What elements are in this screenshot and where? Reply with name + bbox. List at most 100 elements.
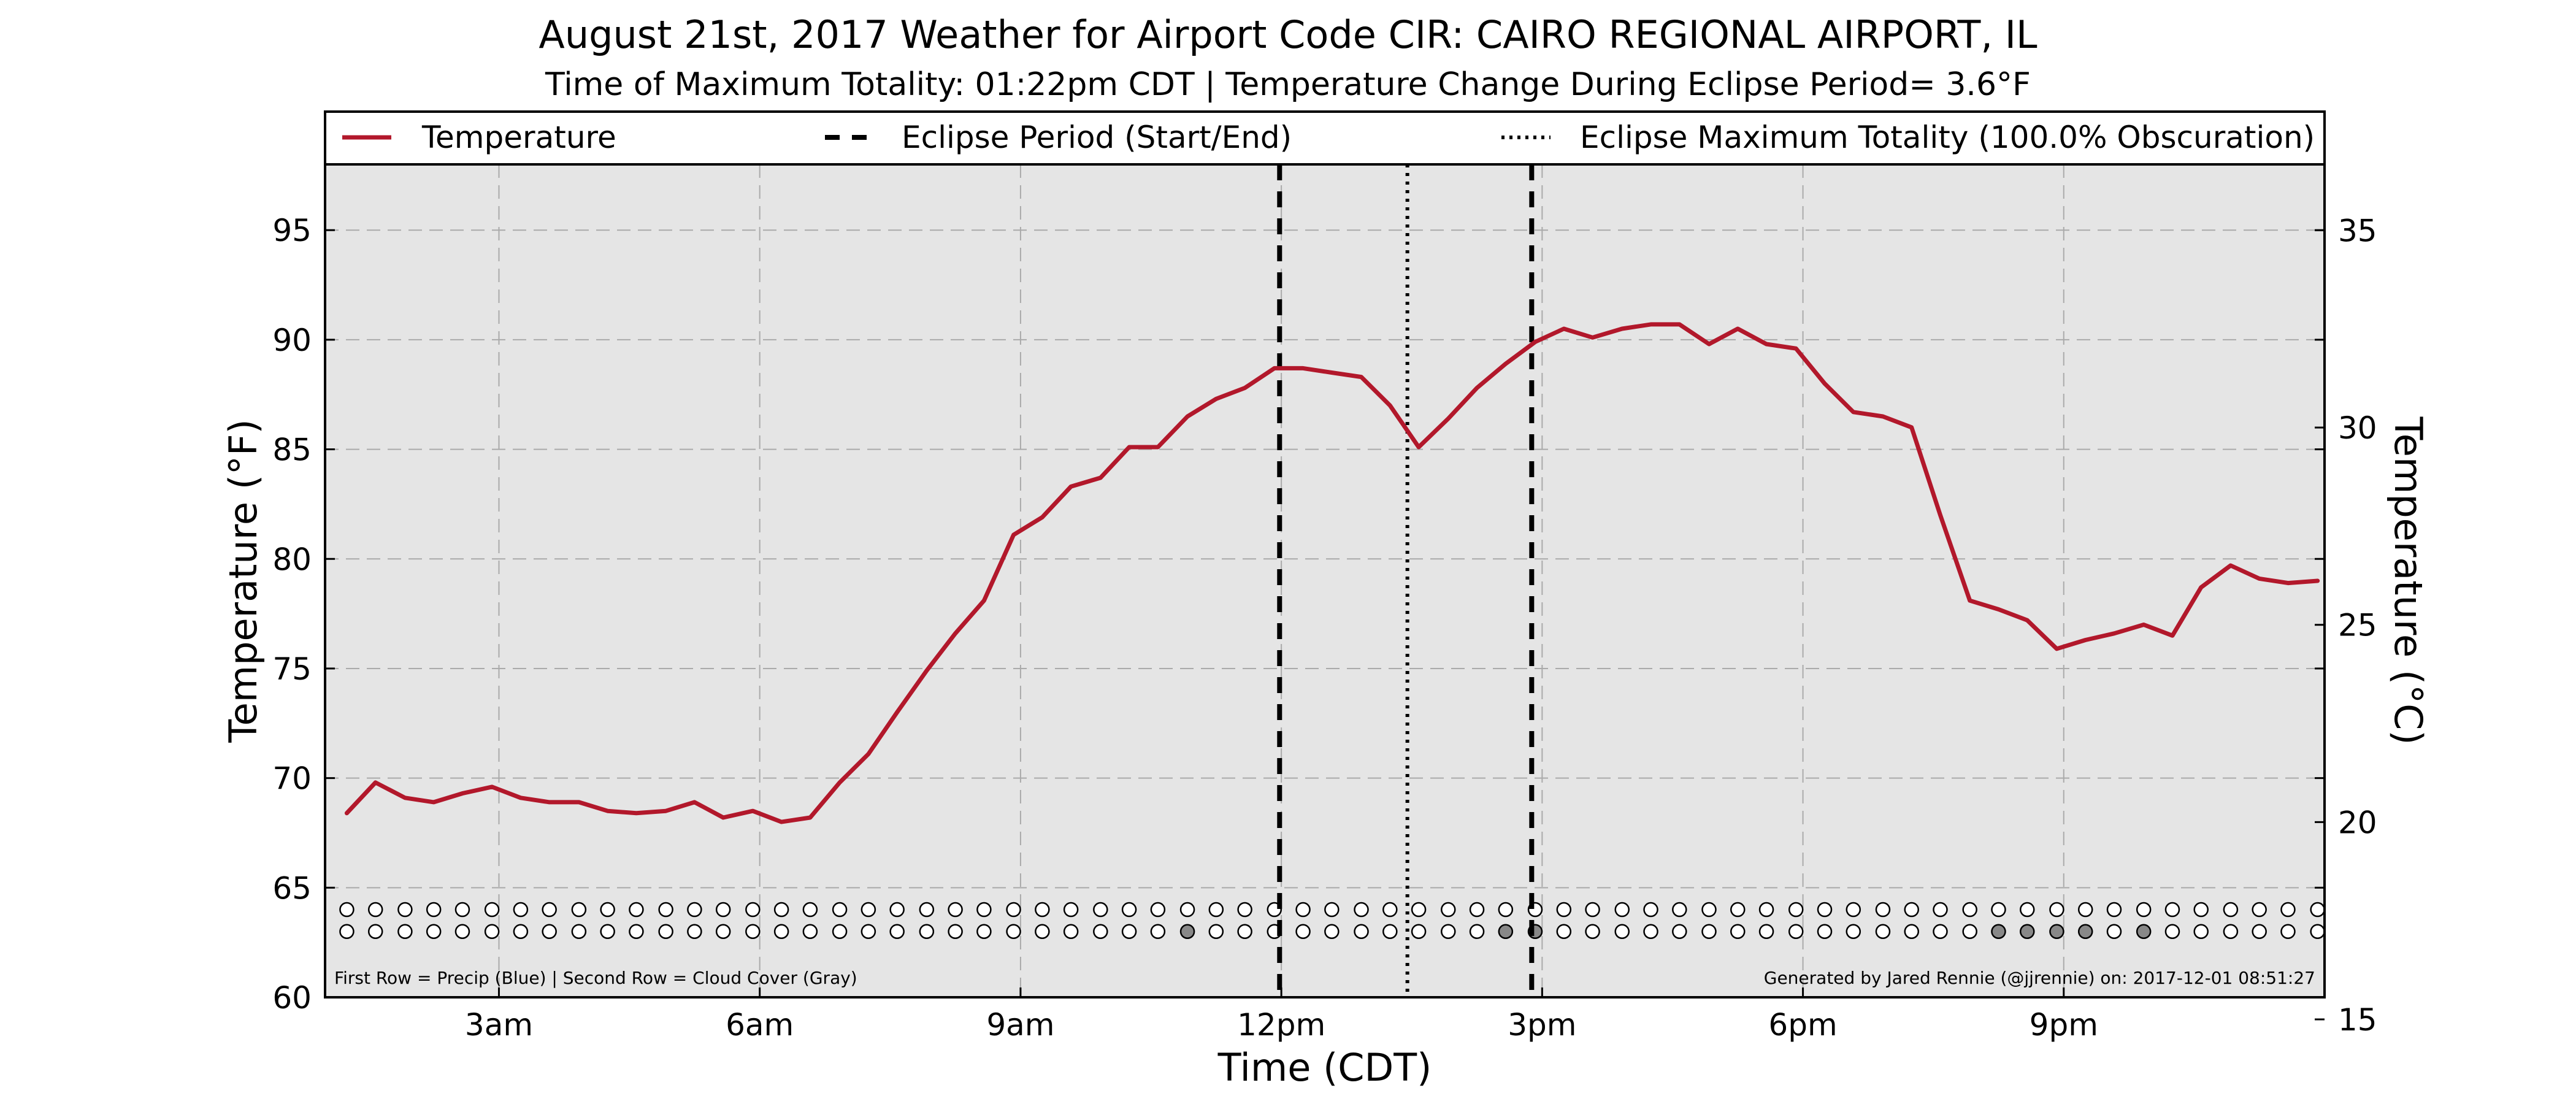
legend: Temperature Eclipse Period (Start/End) E…	[324, 110, 2326, 166]
precip-marker	[2106, 902, 2122, 918]
precip-marker	[1817, 902, 1833, 918]
precip-marker	[773, 902, 789, 918]
precip-marker	[1614, 902, 1630, 918]
precip-marker	[2310, 902, 2325, 918]
cloud-marker	[773, 924, 789, 940]
temperature-line	[344, 322, 2320, 824]
cloud-marker	[571, 924, 587, 940]
y-axis-label-left: Temperature (°F)	[221, 419, 266, 743]
precip-marker	[715, 902, 731, 918]
precip-marker	[1672, 902, 1687, 918]
cloud-marker	[745, 924, 761, 940]
cloud-marker	[919, 924, 935, 940]
precip-marker	[687, 902, 702, 918]
cloud-marker	[1933, 924, 1948, 940]
footer-right-note: Generated by Jared Rennie (@jjrennie) on…	[1764, 968, 2315, 988]
cloud-marker	[1441, 924, 1456, 940]
gridlines	[325, 164, 2325, 997]
y-axis-label-right: Temperature (°C)	[2386, 416, 2431, 745]
precip-marker	[397, 902, 413, 918]
cloud-marker	[629, 924, 644, 940]
precip-marker	[2020, 902, 2035, 918]
precip-marker	[571, 902, 587, 918]
footer-left-note: First Row = Precip (Blue) | Second Row =…	[334, 968, 857, 988]
precip-marker	[1006, 902, 1021, 918]
cloud-marker	[1354, 924, 1369, 940]
precip-marker	[976, 902, 992, 918]
precip-marker	[454, 902, 470, 918]
cloud-marker	[1614, 924, 1630, 940]
cloud-marker	[715, 924, 731, 940]
cloud-marker	[1962, 924, 1977, 940]
plot-area	[325, 164, 2325, 997]
cloud-marker	[2280, 924, 2296, 940]
precip-marker	[1846, 902, 1861, 918]
cloud-marker	[1701, 924, 1717, 940]
y2-tick-label: 30	[2338, 410, 2377, 446]
cloud-marker	[2049, 924, 2064, 940]
cloud-marker	[2193, 924, 2209, 940]
precip-marker	[1382, 902, 1398, 918]
cloud-marker	[2310, 924, 2325, 940]
x-tick-label: 6pm	[1768, 1007, 1837, 1043]
precip-marker	[339, 902, 355, 918]
precip-marker	[1441, 902, 1456, 918]
precip-marker	[1585, 902, 1600, 918]
cloud-marker	[1730, 924, 1746, 940]
cloud-marker	[2252, 924, 2267, 940]
y2-tick-label: 35	[2338, 213, 2377, 248]
cloud-marker	[1121, 924, 1137, 940]
cloud-marker	[1991, 924, 2006, 940]
y-tick-label: 80	[272, 542, 312, 577]
precip-marker	[1962, 902, 1977, 918]
x-tick-label: 9pm	[2030, 1007, 2098, 1043]
cloud-marker	[2106, 924, 2122, 940]
cloud-marker	[339, 924, 355, 940]
y-tick-label: 70	[272, 761, 312, 797]
cloud-marker	[542, 924, 557, 940]
precip-marker	[600, 902, 615, 918]
precip-marker	[1556, 902, 1572, 918]
y-tick-label: 85	[272, 432, 312, 468]
plot-frame	[324, 163, 2326, 999]
x-tick-label: 9am	[986, 1007, 1054, 1043]
cloud-marker	[1411, 924, 1427, 940]
precip-marker	[1035, 902, 1050, 918]
legend-label-eclipse-period: Eclipse Period (Start/End)	[902, 120, 1292, 155]
y2-tick-label: 25	[2338, 608, 2377, 643]
cloud-marker	[2020, 924, 2035, 940]
cloud-marker	[1846, 924, 1861, 940]
precip-marker	[1354, 902, 1369, 918]
precip-marker	[658, 902, 673, 918]
precip-marker	[1093, 902, 1108, 918]
precip-marker	[832, 902, 848, 918]
x-tick-label: 12pm	[1237, 1007, 1325, 1043]
cloud-marker	[1817, 924, 1833, 940]
eclipse-lines	[1277, 164, 1535, 997]
cloud-marker	[1788, 924, 1804, 940]
cloud-marker	[513, 924, 529, 940]
cloud-marker	[1035, 924, 1050, 940]
precip-marker	[1933, 902, 1948, 918]
cloud-marker	[687, 924, 702, 940]
cloud-marker	[1672, 924, 1687, 940]
precip-marker	[948, 902, 963, 918]
legend-label-eclipse-max: Eclipse Maximum Totality (100.0% Obscura…	[1580, 120, 2315, 155]
y-axis-left: 60 65 70 75 80 85 90 95	[272, 213, 2325, 1016]
precip-marker	[2223, 902, 2239, 918]
precip-marker	[2193, 902, 2209, 918]
cloud-marker	[1237, 924, 1252, 940]
cloud-marker	[1150, 924, 1166, 940]
y2-tick-label: 15	[2338, 1002, 2377, 1038]
precip-marker	[513, 902, 529, 918]
precip-marker	[2280, 902, 2296, 918]
cloud-marker	[1063, 924, 1079, 940]
legend-label-temperature: Temperature	[421, 120, 616, 155]
cloud-marker	[832, 924, 848, 940]
precip-marker	[1788, 902, 1804, 918]
x-axis-label: Time (CDT)	[1217, 1045, 1432, 1090]
x-tick-label: 6am	[726, 1007, 794, 1043]
precip-marker	[1121, 902, 1137, 918]
cloud-marker	[1179, 924, 1195, 940]
precip-marker	[1469, 902, 1485, 918]
